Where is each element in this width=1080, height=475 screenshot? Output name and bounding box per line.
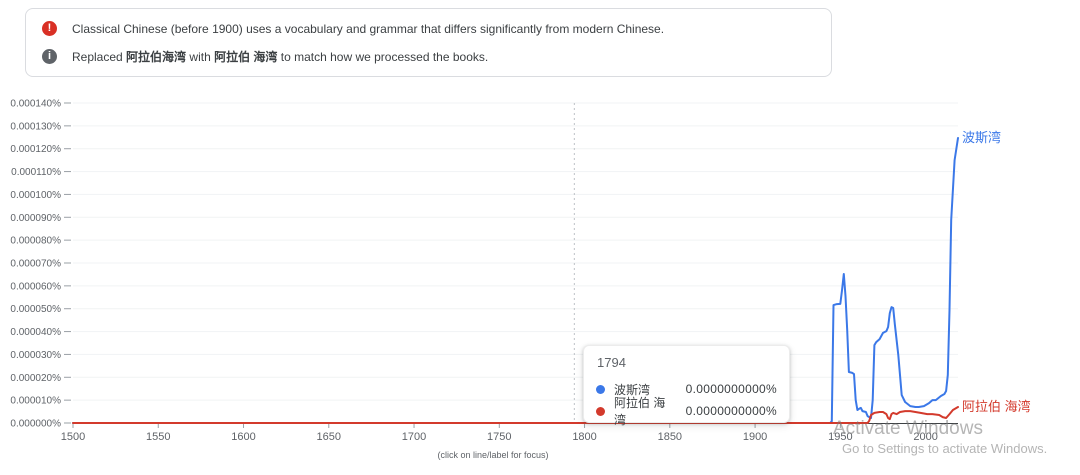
y-axis-tick-label: 0.000030%	[10, 350, 61, 361]
series-line-arabian-gulf[interactable]	[72, 406, 959, 424]
tooltip-term-arabian-gulf: 阿拉伯 海湾	[614, 396, 666, 427]
y-axis-tick-label: 0.000120%	[10, 144, 61, 155]
x-axis-tick-label: 1500	[61, 431, 85, 443]
info-icon: i	[42, 49, 57, 64]
activate-windows-settings-watermark: Go to Settings to activate Windows.	[842, 441, 1048, 456]
notice-classical-chinese: ! Classical Chinese (before 1900) uses a…	[42, 20, 815, 37]
x-axis-tick-label: 1650	[317, 431, 341, 443]
activate-windows-watermark: Activate Windows	[833, 418, 983, 439]
notice-text-prefix: Replaced	[72, 50, 127, 64]
tooltip-row-persian-gulf: 波斯湾 0.0000000000%	[594, 378, 777, 400]
y-axis-tick-label: 0.000080%	[10, 236, 61, 247]
chart-caption: (click on line/label for focus)	[437, 450, 549, 460]
tooltip-year: 1794	[597, 355, 626, 370]
y-axis-tick-label: 0.000140%	[10, 99, 61, 110]
notice-replaced-terms: i Replaced 阿拉伯海湾 with 阿拉伯 海湾 to match ho…	[42, 48, 815, 65]
notice-replaced-terms-text: Replaced 阿拉伯海湾 with 阿拉伯 海湾 to match how …	[72, 48, 488, 65]
tooltip-term-persian-gulf: 波斯湾	[614, 382, 651, 397]
tooltip-value-persian-gulf: 0.0000000000%	[685, 382, 777, 396]
tooltip-row-arabian-gulf: 阿拉伯 海湾 0.0000000000%	[594, 396, 777, 427]
series-label-persian-gulf[interactable]: 波斯湾	[962, 130, 1001, 145]
series-dot-arabian-gulf	[596, 406, 605, 416]
x-axis-tick-label: 1700	[402, 431, 426, 443]
y-axis-tick-label: 0.000090%	[10, 213, 61, 224]
x-axis-tick-label: 1950	[828, 431, 852, 443]
series-label-arabian-gulf[interactable]: 阿拉伯 海湾	[962, 399, 1031, 414]
error-icon: !	[42, 21, 57, 36]
x-axis-tick-label: 2000	[913, 431, 937, 443]
y-axis-tick-label: 0.000130%	[10, 121, 61, 132]
y-axis-tick-label: 0.000070%	[10, 259, 61, 270]
notice-text-suffix: to match how we processed the books.	[277, 50, 489, 64]
series-line-persian-gulf[interactable]	[72, 137, 959, 424]
x-axis-tick-label: 1600	[231, 431, 255, 443]
y-axis-tick-label: 0.000110%	[11, 167, 61, 178]
y-axis-tick-label: 0.000040%	[10, 327, 61, 338]
x-axis-tick-label: 1750	[487, 431, 511, 443]
x-axis-tick-label: 1800	[572, 431, 596, 443]
tooltip-value-arabian-gulf: 0.0000000000%	[685, 404, 777, 418]
notice-term-original: 阿拉伯海湾	[126, 50, 187, 64]
x-axis-tick-label: 1900	[743, 431, 767, 443]
y-axis-tick-label: 0.000060%	[10, 281, 61, 292]
notice-classical-chinese-text: Classical Chinese (before 1900) uses a v…	[72, 21, 665, 36]
notice-term-replacement: 阿拉伯 海湾	[214, 50, 278, 64]
y-axis-tick-label: 0.000010%	[10, 396, 61, 407]
series-dot-persian-gulf	[596, 384, 605, 394]
x-axis-tick-label: 1550	[146, 431, 170, 443]
y-axis-tick-label: 0.000000%	[10, 419, 61, 430]
y-axis-tick-label: 0.000020%	[10, 373, 61, 384]
chart-tooltip: 1794 波斯湾 0.0000000000% 阿拉伯 海湾 0.00000000…	[583, 345, 790, 427]
notice-text-mid: with	[186, 50, 215, 64]
y-axis-tick-label: 0.000100%	[10, 190, 61, 201]
notice-card: ! Classical Chinese (before 1900) uses a…	[25, 8, 832, 77]
y-axis-tick-label: 0.000050%	[10, 304, 61, 315]
x-axis-tick-label: 1850	[658, 431, 682, 443]
